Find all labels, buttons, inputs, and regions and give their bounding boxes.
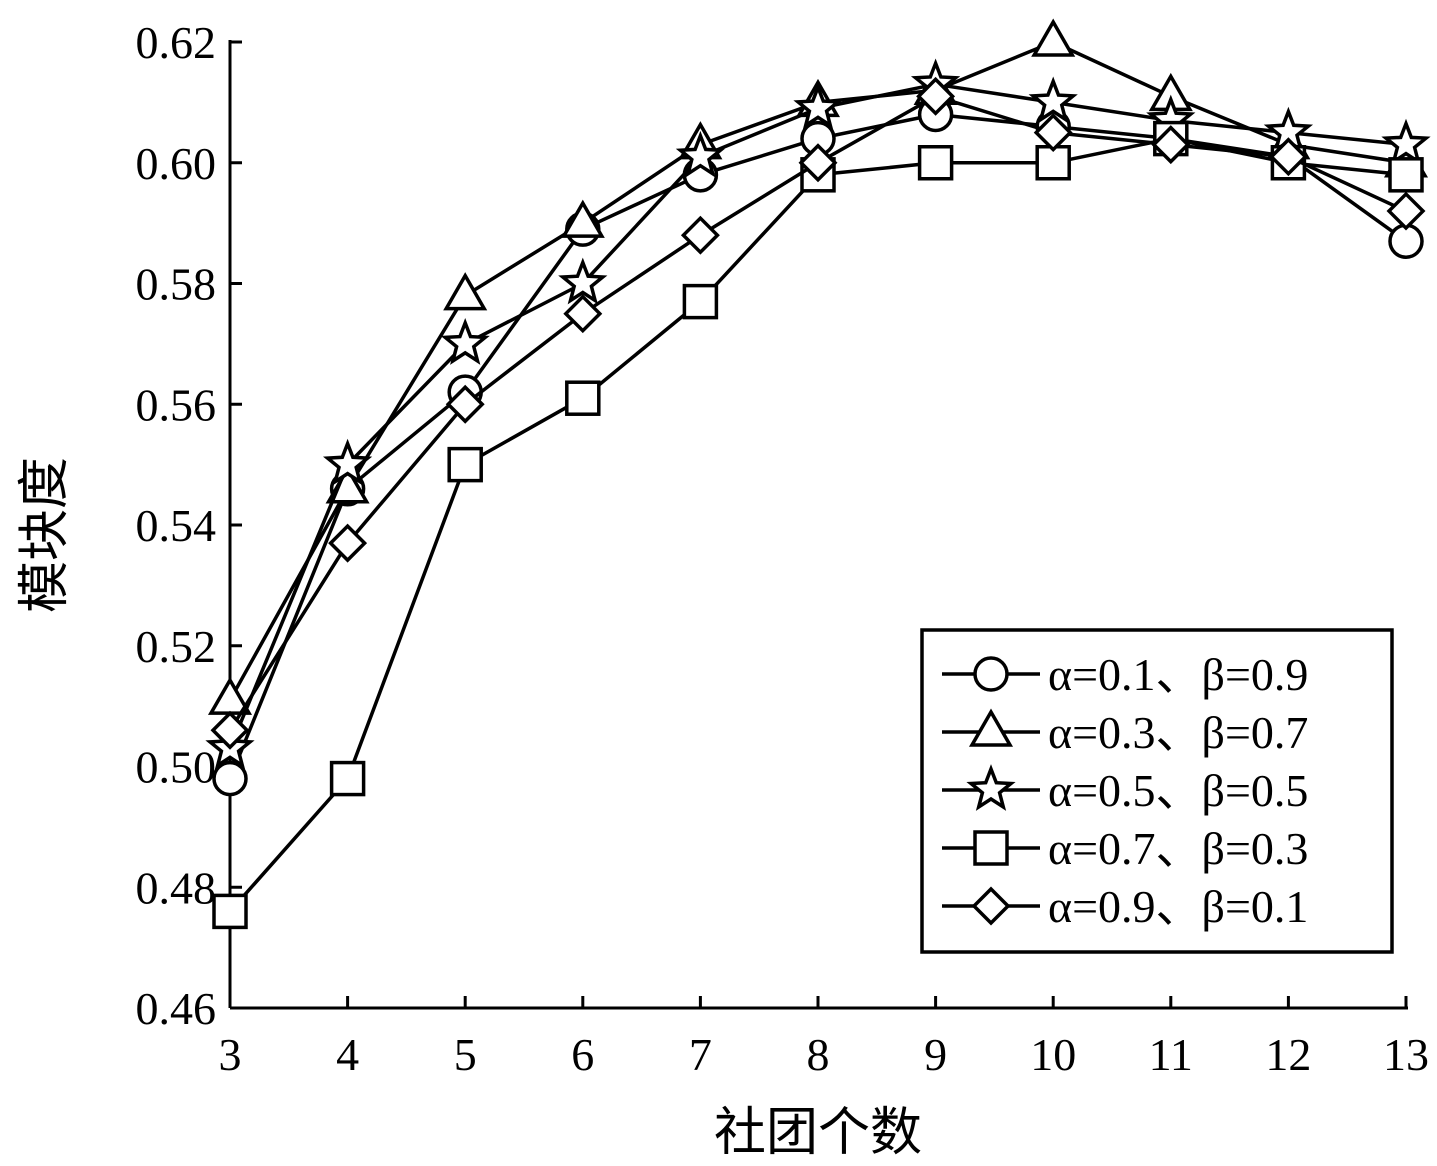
axes: 0.46 0.48 0.50 0.52 0.54 0.56 0.58 0.60 0.62 3 4 5 6… <box>136 17 1430 1080</box>
x-tick-label: 13 <box>1383 1029 1429 1080</box>
legend-marker-circle <box>973 656 1009 692</box>
data-point-diamond <box>680 215 720 255</box>
x-tick-label: 6 <box>571 1029 594 1080</box>
series-diamond <box>210 76 1426 750</box>
x-tick-label: 11 <box>1149 1029 1193 1080</box>
x-tick-label: 7 <box>689 1029 712 1080</box>
data-point-star <box>558 257 608 305</box>
legend-item: α=0.1、β=0.9 <box>942 649 1308 700</box>
legend-item: α=0.9、β=0.1 <box>942 881 1308 932</box>
x-tick-label: 4 <box>336 1029 359 1080</box>
data-point-diamond <box>1386 191 1426 231</box>
legend-marker-diamond <box>971 886 1011 926</box>
y-tick-label: 0.56 <box>136 379 217 430</box>
legend-item: α=0.3、β=0.7 <box>942 707 1308 758</box>
x-tick-label: 5 <box>454 1029 477 1080</box>
data-point-star <box>322 438 373 486</box>
y-tick-label: 0.58 <box>136 259 217 310</box>
data-point-square <box>917 145 954 181</box>
data-point-diamond <box>1268 137 1308 177</box>
data-point-star <box>1028 76 1078 124</box>
data-point-star <box>675 130 726 178</box>
data-point-star <box>1381 118 1431 166</box>
data-point-circle <box>212 760 248 797</box>
legend-label: α=0.1、β=0.9 <box>1048 649 1308 700</box>
y-tick-label: 0.48 <box>136 862 217 913</box>
legend-marker-star <box>966 764 1016 811</box>
data-point-diamond <box>328 523 368 563</box>
data-point-triangle <box>560 199 605 238</box>
data-point-square <box>682 283 719 320</box>
y-tick-label: 0.50 <box>136 742 217 793</box>
data-point-diamond <box>1033 113 1073 153</box>
y-tick-label: 0.46 <box>136 983 217 1034</box>
data-point-diamond <box>798 143 838 183</box>
data-point-diamond <box>445 384 485 424</box>
y-tick-label: 0.60 <box>136 138 217 189</box>
x-axis-title: 社团个数 <box>714 1105 922 1162</box>
data-point-diamond <box>1151 125 1191 165</box>
data-point-star <box>793 82 843 130</box>
legend-label: α=0.5、β=0.5 <box>1048 765 1308 816</box>
y-axis-title: 模块度 <box>17 457 74 613</box>
legend-marker-square <box>973 830 1009 866</box>
data-point-triangle <box>443 272 488 311</box>
data-point-star <box>440 318 490 365</box>
y-tick-label: 0.62 <box>136 17 217 68</box>
y-tick-label: 0.54 <box>136 500 217 551</box>
data-point-square <box>212 893 248 930</box>
data-point-diamond <box>563 294 603 334</box>
data-point-square <box>447 446 483 483</box>
y-tick-label: 0.52 <box>136 621 217 672</box>
legend: α=0.1、β=0.9 α=0.3、β=0.7 α=0.5、β=0.5 α=0.7、β… <box>920 628 1394 954</box>
data-point-diamond <box>210 710 250 750</box>
data-point-square <box>329 760 366 797</box>
legend-label: α=0.3、β=0.7 <box>1048 707 1308 758</box>
data-point-square <box>1388 157 1424 193</box>
x-tick-label: 12 <box>1265 1029 1311 1080</box>
legend-item: α=0.7、β=0.3 <box>942 823 1308 874</box>
data-point-diamond <box>916 76 956 116</box>
x-tick-label: 8 <box>807 1029 830 1080</box>
legend-label: α=0.7、β=0.3 <box>1048 823 1308 874</box>
legend-marker-triangle <box>968 708 1014 747</box>
series-layer <box>205 18 1431 930</box>
data-point-triangle <box>1031 18 1076 57</box>
x-tick-label: 9 <box>924 1029 947 1080</box>
x-tick-label: 10 <box>1030 1029 1076 1080</box>
legend-item: α=0.5、β=0.5 <box>942 764 1308 816</box>
x-tick-label: 3 <box>219 1029 242 1080</box>
data-point-square <box>565 380 601 416</box>
legend-label: α=0.9、β=0.1 <box>1048 881 1308 932</box>
